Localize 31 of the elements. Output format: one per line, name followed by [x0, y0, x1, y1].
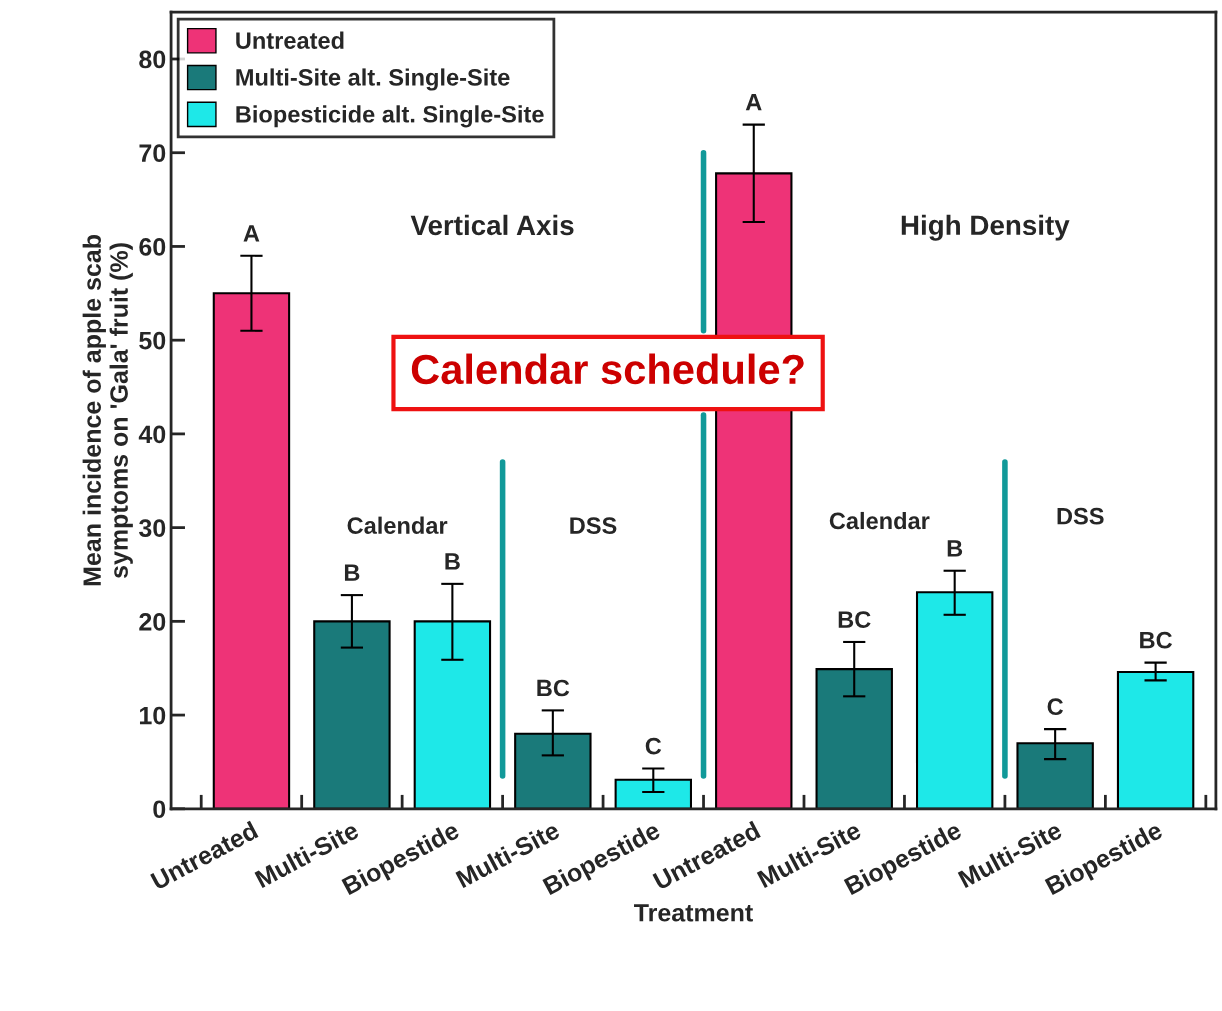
legend-label: Untreated — [236, 31, 344, 49]
data-label: BC — [1140, 631, 1173, 649]
annotation: High Density — [901, 214, 1070, 241]
y-tick-label: 70 — [139, 144, 166, 163]
data-label: C — [1047, 698, 1064, 716]
annotation: Calendar — [347, 516, 448, 534]
data-label: B — [947, 540, 963, 557]
annotation: DSS — [1057, 507, 1104, 525]
data-label: B — [344, 564, 360, 581]
data-label: B — [445, 553, 460, 570]
annotation: Calendar schedule? — [411, 353, 804, 385]
legend-label: Biopesticide alt. Single-Site — [236, 105, 544, 128]
data-label: C — [645, 737, 662, 755]
y-tick-label: 50 — [139, 331, 166, 350]
y-axis-title: Mean incidence of apple scab symptoms on 'Gala' fruit (%) — [82, 235, 133, 586]
y-tick-label: 80 — [139, 50, 166, 69]
data-label: A — [243, 225, 260, 242]
annotation: Vertical Axis — [410, 214, 574, 236]
data-label: BC — [537, 679, 570, 697]
y-tick-label: 30 — [138, 519, 166, 537]
x-axis-title: Treatment — [634, 904, 753, 922]
annotation: Calendar — [829, 511, 930, 530]
data-label: BC — [838, 611, 871, 628]
y-tick-label: 10 — [139, 706, 166, 725]
y-tick-label: 40 — [138, 425, 166, 444]
data-label: A — [745, 94, 762, 111]
y-tick-label: 0 — [153, 800, 166, 819]
legend-label: Multi-Site alt. Single-Site — [236, 68, 510, 91]
annotation: DSS — [570, 517, 617, 534]
y-tick-label: 20 — [139, 612, 166, 631]
y-tick-label: 60 — [139, 238, 166, 256]
